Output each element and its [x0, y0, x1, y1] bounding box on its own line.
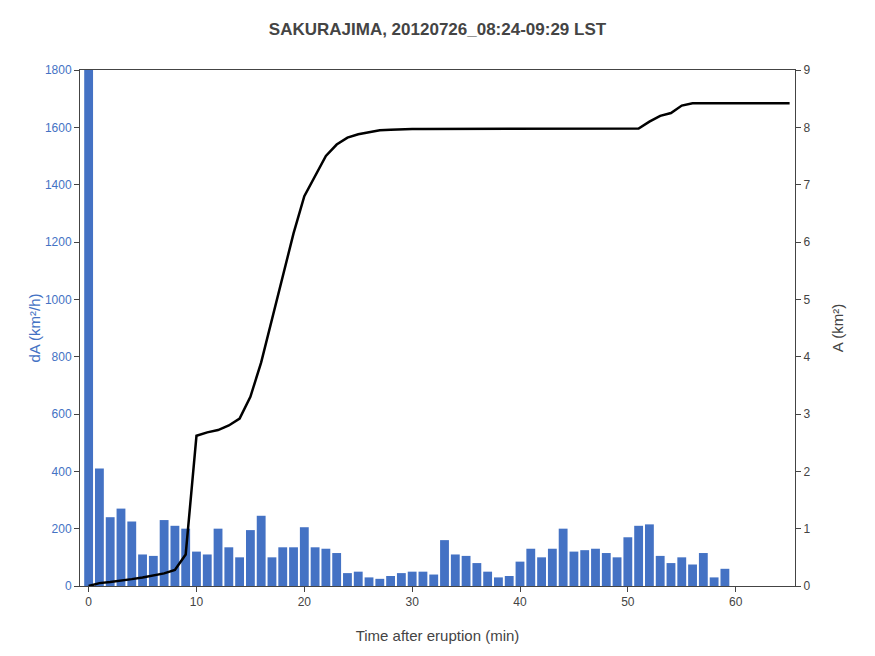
svg-text:1200: 1200	[45, 235, 72, 249]
svg-text:0: 0	[65, 579, 72, 593]
svg-text:4: 4	[803, 350, 810, 364]
svg-text:SAKURAJIMA, 20120726_08:24-09:: SAKURAJIMA, 20120726_08:24-09:29 LST	[269, 20, 607, 39]
svg-text:20: 20	[298, 595, 312, 609]
svg-text:8: 8	[803, 121, 810, 135]
svg-text:400: 400	[52, 465, 72, 479]
svg-text:1: 1	[803, 522, 810, 536]
svg-text:1600: 1600	[45, 121, 72, 135]
svg-text:0: 0	[803, 579, 810, 593]
svg-text:2: 2	[803, 465, 810, 479]
svg-text:7: 7	[803, 178, 810, 192]
svg-text:dA (km²/h): dA (km²/h)	[26, 293, 43, 362]
svg-text:5: 5	[803, 293, 810, 307]
svg-text:1400: 1400	[45, 178, 72, 192]
svg-text:800: 800	[52, 350, 72, 364]
svg-text:10: 10	[190, 595, 204, 609]
svg-text:A (km²): A (km²)	[829, 304, 846, 352]
svg-text:1800: 1800	[45, 63, 72, 77]
svg-text:6: 6	[803, 235, 810, 249]
svg-text:Time after eruption (min): Time after eruption (min)	[356, 627, 520, 644]
svg-text:200: 200	[52, 522, 72, 536]
svg-text:3: 3	[803, 407, 810, 421]
svg-text:600: 600	[52, 407, 72, 421]
svg-text:50: 50	[621, 595, 635, 609]
svg-text:0: 0	[85, 595, 92, 609]
svg-text:30: 30	[405, 595, 419, 609]
svg-text:9: 9	[803, 63, 810, 77]
svg-text:1000: 1000	[45, 293, 72, 307]
svg-text:40: 40	[513, 595, 527, 609]
svg-text:60: 60	[729, 595, 743, 609]
